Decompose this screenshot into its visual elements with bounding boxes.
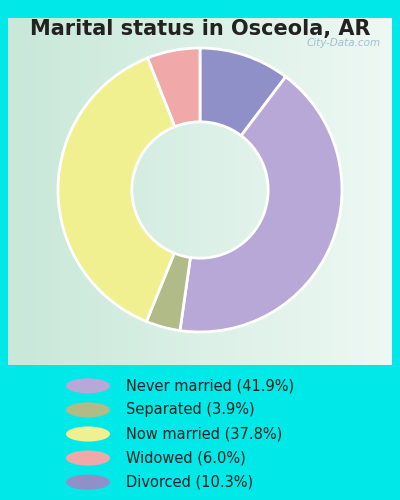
Circle shape bbox=[66, 378, 110, 394]
Circle shape bbox=[66, 426, 110, 442]
Wedge shape bbox=[146, 253, 190, 330]
Circle shape bbox=[66, 402, 110, 417]
Circle shape bbox=[66, 450, 110, 466]
Text: Separated (3.9%): Separated (3.9%) bbox=[126, 402, 255, 417]
Circle shape bbox=[66, 474, 110, 490]
Wedge shape bbox=[58, 58, 175, 322]
Text: Never married (41.9%): Never married (41.9%) bbox=[126, 378, 294, 394]
Text: Divorced (10.3%): Divorced (10.3%) bbox=[126, 474, 253, 490]
Wedge shape bbox=[200, 48, 286, 136]
Wedge shape bbox=[148, 48, 200, 126]
Text: Now married (37.8%): Now married (37.8%) bbox=[126, 426, 282, 442]
Text: Marital status in Osceola, AR: Marital status in Osceola, AR bbox=[30, 19, 370, 39]
Wedge shape bbox=[180, 77, 342, 332]
Text: Widowed (6.0%): Widowed (6.0%) bbox=[126, 450, 246, 466]
Text: City-Data.com: City-Data.com bbox=[306, 38, 380, 48]
